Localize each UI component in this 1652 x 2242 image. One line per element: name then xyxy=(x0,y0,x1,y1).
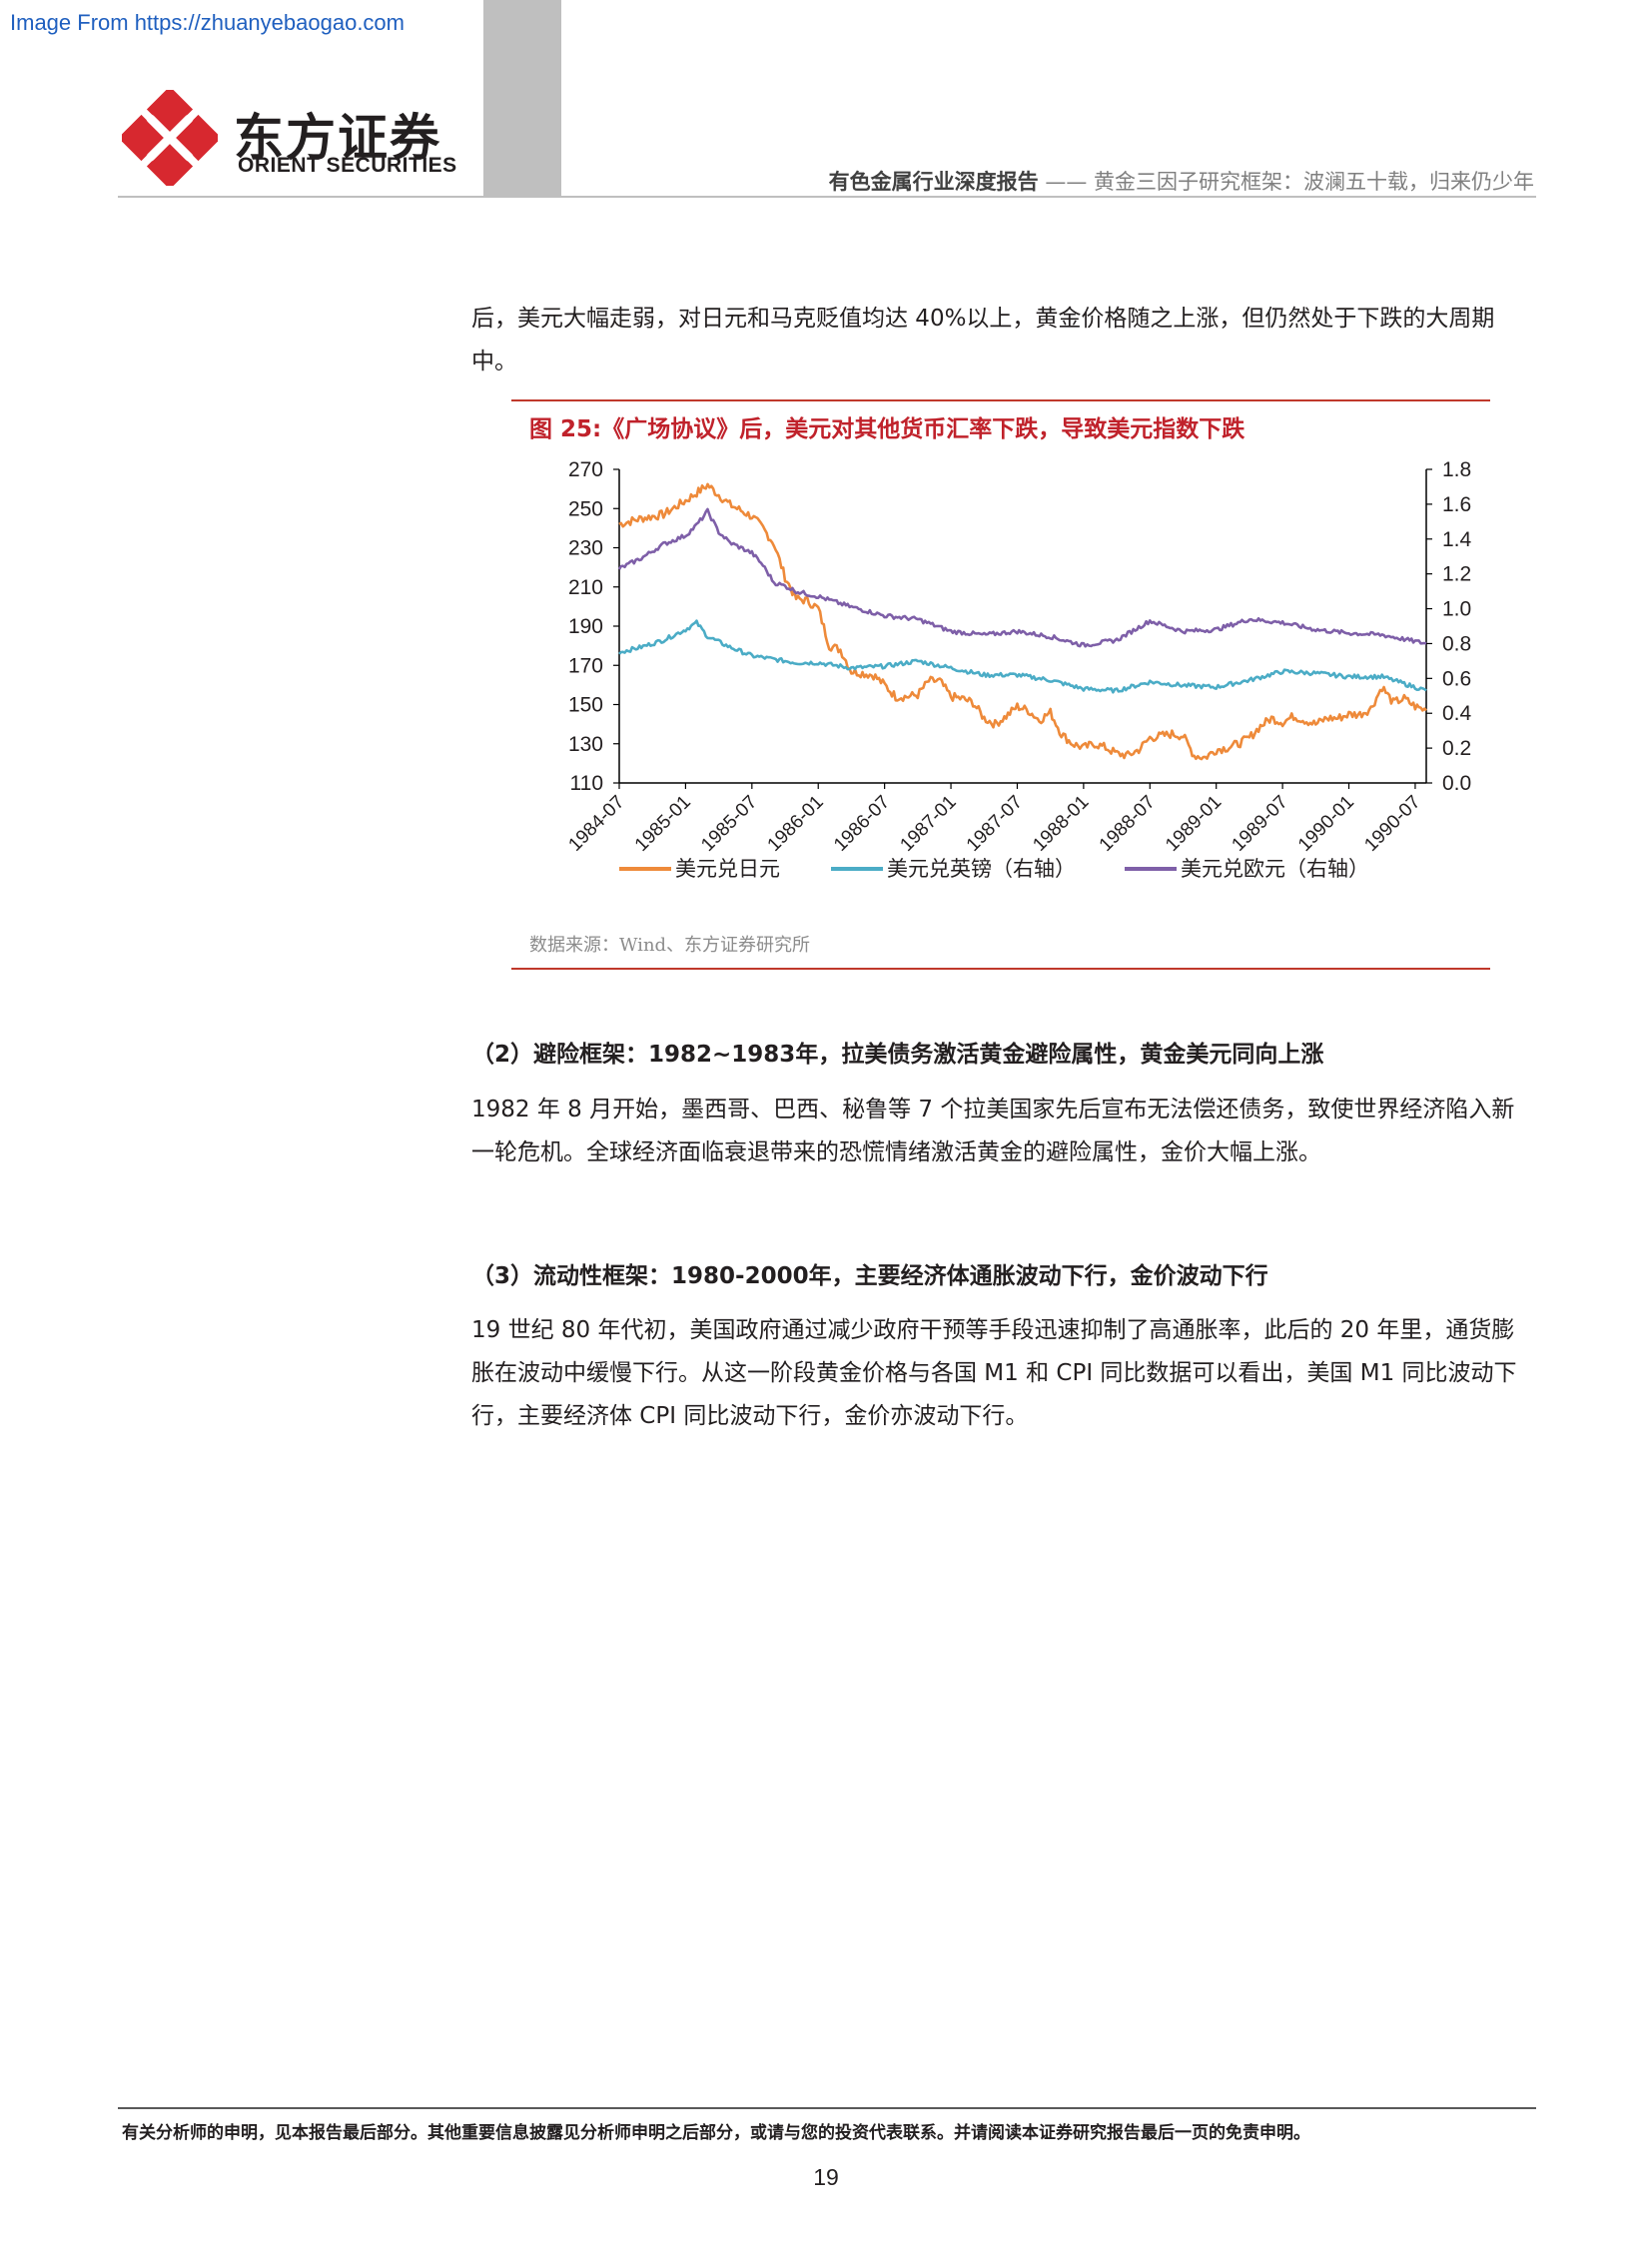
report-title: 黄金三因子研究框架：波澜五十载，归来仍少年 xyxy=(1094,170,1534,194)
series-line-1 xyxy=(618,482,1427,761)
figure-bottom-rule xyxy=(511,968,1490,970)
brand-name-en: ORIENT SECURITIES xyxy=(238,154,457,177)
section2-heading-label: 避险框架： xyxy=(533,1042,649,1068)
brand-name-cn: 东方证券 xyxy=(234,109,441,167)
x-tick-label: 1988-07 xyxy=(1096,792,1160,856)
section2-heading-rest: 年，拉美债务激活黄金避险属性，黄金美元同向上涨 xyxy=(795,1042,1324,1068)
report-category: 有色金属行业深度报告 xyxy=(828,170,1039,194)
y-right-tick-label: 0.2 xyxy=(1442,737,1471,760)
figure-source: 数据来源：Wind、东方证券研究所 xyxy=(529,935,811,956)
series-line-2 xyxy=(618,619,1427,694)
x-tick-label: 1985-07 xyxy=(697,792,761,856)
x-tick-label: 1990-07 xyxy=(1360,792,1424,856)
legend-label-1: 美元兑日元 xyxy=(675,858,780,881)
x-tick-label: 1987-01 xyxy=(896,792,960,856)
x-tick-label: 1986-07 xyxy=(830,792,894,856)
orient-logo-icon xyxy=(122,90,218,186)
section3-heading-paren: （3） xyxy=(471,1263,534,1289)
chart-legend: 美元兑日元 美元兑英镑（右轴） 美元兑欧元（右轴） xyxy=(619,858,1369,881)
y-left-tick-label: 150 xyxy=(568,694,603,717)
y-left-tick-label: 190 xyxy=(568,615,603,638)
page-number: 19 xyxy=(813,2164,839,2190)
y-left-tick-label: 270 xyxy=(568,458,603,481)
x-tick-label: 1989-07 xyxy=(1228,792,1291,856)
legend-label-2: 美元兑英镑（右轴） xyxy=(887,858,1076,881)
y-right-tick-label: 0.6 xyxy=(1442,667,1471,690)
y-right-tick-label: 1.4 xyxy=(1442,528,1472,551)
y-left-tick-label: 170 xyxy=(568,654,603,677)
y-left-tick-label: 250 xyxy=(568,497,603,520)
y-right-tick-label: 1.6 xyxy=(1442,493,1471,516)
header-gray-bar xyxy=(483,0,561,196)
section3-heading-years: 1980-2000 xyxy=(671,1263,809,1289)
section2-heading-paren: （2） xyxy=(471,1042,534,1068)
x-tick-label: 1988-01 xyxy=(1029,792,1093,856)
y-right-tick-label: 0.8 xyxy=(1442,632,1471,655)
report-header: 有色金属行业深度报告 —— 黄金三因子研究框架：波澜五十载，归来仍少年 xyxy=(829,166,1534,196)
x-tick-label: 1986-01 xyxy=(764,792,828,856)
section3-heading-rest: 年，主要经济体通胀波动下行，金价波动下行 xyxy=(808,1263,1268,1289)
y-right-tick-label: 1.8 xyxy=(1442,458,1471,481)
y-right-tick-label: 0.0 xyxy=(1442,772,1471,795)
x-tick-label: 1989-01 xyxy=(1162,792,1226,856)
section2-heading-years: 1982~1983 xyxy=(648,1042,796,1068)
footer-disclaimer: 有关分析师的申明，见本报告最后部分。其他重要信息披露见分析师申明之后部分，或请与… xyxy=(122,2123,1310,2143)
section3-body: 19 世纪 80 年代初，美国政府通过减少政府干预等手段迅速抑制了高通胀率，此后… xyxy=(471,1317,1517,1429)
y-left-tick-label: 210 xyxy=(568,576,603,599)
intro-paragraph: 后，美元大幅走弱，对日元和马克贬值均达 40%以上，黄金价格随之上涨，但仍然处于… xyxy=(471,306,1495,374)
section3-heading-label: 流动性框架： xyxy=(533,1263,672,1289)
footer-rule xyxy=(118,2107,1536,2109)
exchange-rate-chart: 110 130 150 170 190 210 230 250 270 0.0 0.2 0.4 0.6 0… xyxy=(564,458,1472,881)
section2-body: 1982 年 8 月开始，墨西哥、巴西、秘鲁等 7 个拉美国家先后宣布无法偿还债… xyxy=(471,1097,1515,1165)
y-right-tick-label: 1.0 xyxy=(1442,598,1471,621)
y-left-tick-label: 110 xyxy=(570,772,603,795)
header-rule xyxy=(118,196,1536,198)
series-line-3 xyxy=(617,507,1427,648)
header-separator: —— xyxy=(1045,170,1088,194)
section2-heading: （2）避险框架：1982~1983年，拉美债务激活黄金避险属性，黄金美元同向上涨 xyxy=(471,1035,1323,1069)
y-left-tick-label: 130 xyxy=(568,733,603,756)
x-tick-label: 1990-01 xyxy=(1294,792,1358,856)
y-right-tick-label: 0.4 xyxy=(1442,702,1472,725)
x-tick-label: 1987-07 xyxy=(963,792,1027,856)
section3-heading: （3）流动性框架：1980-2000年，主要经济体通胀波动下行，金价波动下行 xyxy=(471,1256,1268,1290)
x-tick-label: 1985-01 xyxy=(631,792,695,856)
legend-label-3: 美元兑欧元（右轴） xyxy=(1181,858,1369,881)
watermark-text: Image From https://zhuanyebaogao.com xyxy=(10,10,405,35)
chart-series-layer xyxy=(617,482,1427,761)
y-right-tick-label: 1.2 xyxy=(1442,563,1471,586)
y-left-tick-label: 230 xyxy=(568,537,603,560)
figure-title: 图 25:《广场协议》后，美元对其他货币汇率下跌，导致美元指数下跌 xyxy=(529,416,1245,442)
x-tick-label: 1984-07 xyxy=(564,792,628,856)
figure-top-rule xyxy=(511,399,1490,401)
